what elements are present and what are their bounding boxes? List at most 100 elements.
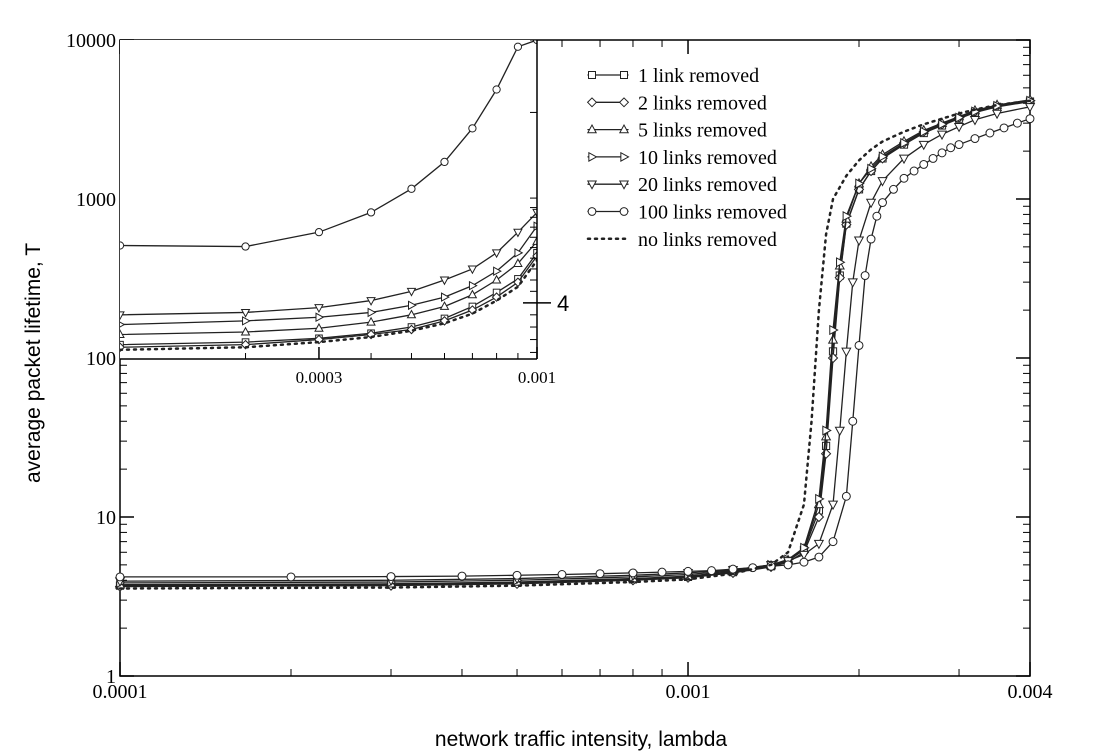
legend-marker (618, 180, 630, 190)
data-point (918, 140, 929, 151)
legend-item: 5 links removed (586, 120, 767, 142)
inset-data-point (513, 258, 523, 267)
legend-marker (620, 71, 628, 79)
series-no-links-removed (118, 99, 1032, 590)
data-point (707, 566, 716, 576)
inset-series-100-links-removed (120, 40, 537, 251)
inset-plot: 4 0.0003 0.001 (120, 39, 569, 387)
inset-data-point (532, 236, 537, 245)
legend-marker (586, 124, 598, 134)
data-point (783, 560, 793, 570)
data-point (829, 324, 839, 336)
inset-data-point (439, 301, 450, 310)
legend-item: 10 links removed (587, 147, 777, 169)
data-point (834, 426, 845, 437)
inset-series-line (120, 40, 537, 248)
inset-data-point (532, 208, 537, 218)
legend-marker (588, 151, 598, 162)
data-point (813, 511, 825, 523)
data-point (991, 109, 1003, 120)
inset-data-point (315, 312, 325, 323)
inset-series-line (120, 255, 537, 348)
inset-data-point (240, 308, 251, 318)
data-point (853, 236, 865, 247)
data-point (919, 126, 930, 137)
inset-series-line (120, 211, 537, 316)
legend-label: 100 links removed (638, 202, 787, 224)
data-point (1012, 118, 1022, 128)
data-point (985, 128, 995, 138)
data-point (878, 151, 889, 162)
legend-label: 2 links removed (638, 92, 767, 114)
inset-series-20-links-removed (120, 208, 537, 321)
data-point (595, 569, 605, 579)
legend-label: 5 links removed (638, 120, 767, 142)
data-point (115, 572, 125, 582)
inset-data-point (120, 329, 125, 338)
inset-data-point (468, 124, 477, 133)
legend-label: 1 link removed (638, 65, 759, 87)
data-point (657, 567, 667, 577)
data-point (936, 130, 948, 141)
legend-marker (587, 207, 597, 216)
data-point (822, 425, 832, 436)
data-point (928, 153, 938, 163)
inset-x-tick-label: 0.001 (518, 368, 556, 387)
inset-data-point (120, 241, 125, 250)
inset-data-point (406, 287, 417, 297)
inset-y-tick-label: 4 (557, 291, 569, 316)
data-point (899, 173, 909, 183)
data-point (889, 184, 898, 194)
data-point (628, 568, 638, 578)
inset-data-point (514, 248, 524, 258)
inset-data-point (241, 242, 250, 251)
data-point (954, 140, 964, 150)
legend-label: no links removed (638, 229, 777, 251)
inset-data-point (366, 208, 376, 217)
data-point (937, 148, 947, 158)
inset-data-point (367, 307, 377, 318)
data-point (909, 166, 919, 176)
inset-data-point (467, 265, 478, 275)
data-point (854, 340, 864, 350)
legend-marker (618, 124, 630, 134)
legend: 1 link removed 2 links removed 5 links rem… (586, 65, 787, 251)
inset-data-point (441, 292, 450, 302)
data-point (557, 570, 567, 579)
y-axis-label: average packet lifetime, T (22, 243, 45, 483)
inset-data-point (491, 274, 502, 284)
y-tick-label: 1000 (76, 189, 116, 211)
x-axis-label: network traffic intensity, lambda (435, 728, 728, 751)
inset-data-point (406, 324, 417, 335)
inset-data-point (407, 184, 416, 193)
data-point (877, 177, 888, 187)
inset-x-tick-label: 0.0003 (296, 368, 343, 387)
legend-item: 20 links removed (586, 174, 777, 196)
legend-marker (586, 180, 598, 190)
data-point (827, 500, 839, 511)
legend-item: 100 links removed (587, 202, 787, 224)
data-point (848, 416, 858, 426)
series-line (118, 99, 1032, 590)
data-point (919, 159, 929, 169)
inset-data-point (513, 42, 523, 51)
data-point (946, 143, 956, 153)
legend-item: 2 links removed (586, 92, 767, 114)
inset-data-point (467, 289, 478, 299)
inset-series-10-links-removed (120, 221, 537, 328)
legend-item: 1 link removed (587, 65, 759, 87)
data-point (828, 537, 838, 547)
data-point (841, 347, 852, 358)
x-tick-label: 0.0001 (93, 681, 148, 703)
inset-data-point (406, 309, 417, 319)
legend-label: 20 links removed (638, 174, 777, 196)
data-point (813, 539, 825, 550)
inset-series-line (120, 259, 537, 352)
data-point (969, 116, 981, 126)
data-point (865, 198, 877, 209)
x-tick-label: 0.001 (666, 681, 711, 703)
data-point (457, 571, 467, 581)
data-point (855, 178, 865, 189)
data-point (799, 557, 809, 567)
